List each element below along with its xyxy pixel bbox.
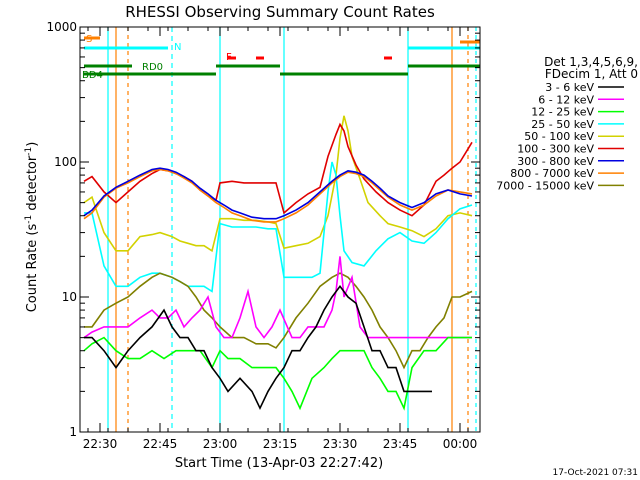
y-label-sup1: -1	[24, 215, 34, 224]
legend-label: 7000 - 15000 keV	[496, 179, 594, 192]
series-line-3	[83, 256, 472, 339]
series-line-4	[83, 336, 472, 411]
flag-label-n: N	[174, 42, 181, 53]
legend-label: 3 - 6 keV	[545, 81, 594, 94]
y-label-part3: )	[25, 142, 40, 147]
footer-date: 17-Oct-2021 07:31	[553, 468, 638, 478]
x-tick-label: 22:45	[143, 437, 178, 451]
x-tick-label: 00:00	[443, 437, 478, 451]
legend-label: 6 - 12 keV	[538, 93, 594, 106]
legend: Det 1,3,4,5,6,9, FDecim 1, Att 0 3 - 6 k…	[496, 55, 638, 192]
flag-label-rd0: RD0	[142, 62, 163, 73]
x-tick-label: 23:30	[323, 437, 358, 451]
x-axis-label: Start Time (13-Apr-03 22:27:42)	[175, 456, 383, 471]
y-label-part1: Count Rate (s	[25, 224, 40, 313]
series-line-5	[84, 284, 432, 411]
series-line-2	[84, 272, 473, 370]
x-tick-label: 23:15	[263, 437, 298, 451]
plot-frame	[79, 26, 481, 433]
legend-label: 12 - 25 keV	[531, 106, 594, 119]
legend-header-1: Det 1,3,4,5,6,9,	[544, 55, 638, 69]
y-axis-label: Count Rate (s-1 detector-1)	[24, 142, 40, 313]
legend-label: 25 - 50 keV	[531, 118, 594, 131]
series-line-1	[84, 161, 473, 293]
series-line-0	[83, 115, 473, 253]
x-tick-label: 22:30	[83, 437, 118, 451]
chart-title: RHESSI Observing Summary Count Rates	[125, 3, 435, 21]
y-tick-label: 1000	[46, 20, 77, 34]
legend-header-2: FDecim 1, Att 0	[545, 67, 638, 81]
flag-label-s: S	[86, 34, 92, 45]
y-tick-label: 10	[62, 290, 77, 304]
x-tick-label: 23:45	[383, 437, 418, 451]
plot-area: S N RD0 BD4 F 1 10 100 1000 22:30 22:45 23:00 23:15 2…	[46, 20, 481, 451]
legend-label: 300 - 800 keV	[517, 155, 594, 168]
legend-label: 100 - 300 keV	[517, 143, 594, 156]
y-tick-label: 100	[54, 155, 77, 169]
legend-label: 800 - 7000 keV	[510, 167, 594, 180]
flag-label-bd4: BD4	[82, 70, 103, 81]
y-label-sup2: -1	[24, 147, 34, 156]
series-line-8	[83, 167, 473, 220]
x-tick-label: 23:00	[203, 437, 238, 451]
flag-label-f: F	[226, 52, 232, 63]
y-tick-label: 1	[69, 425, 77, 439]
legend-label: 50 - 100 keV	[524, 130, 594, 143]
series-line-6	[83, 122, 473, 217]
y-label-part2: detector	[25, 155, 40, 215]
series-line-7	[83, 168, 473, 223]
